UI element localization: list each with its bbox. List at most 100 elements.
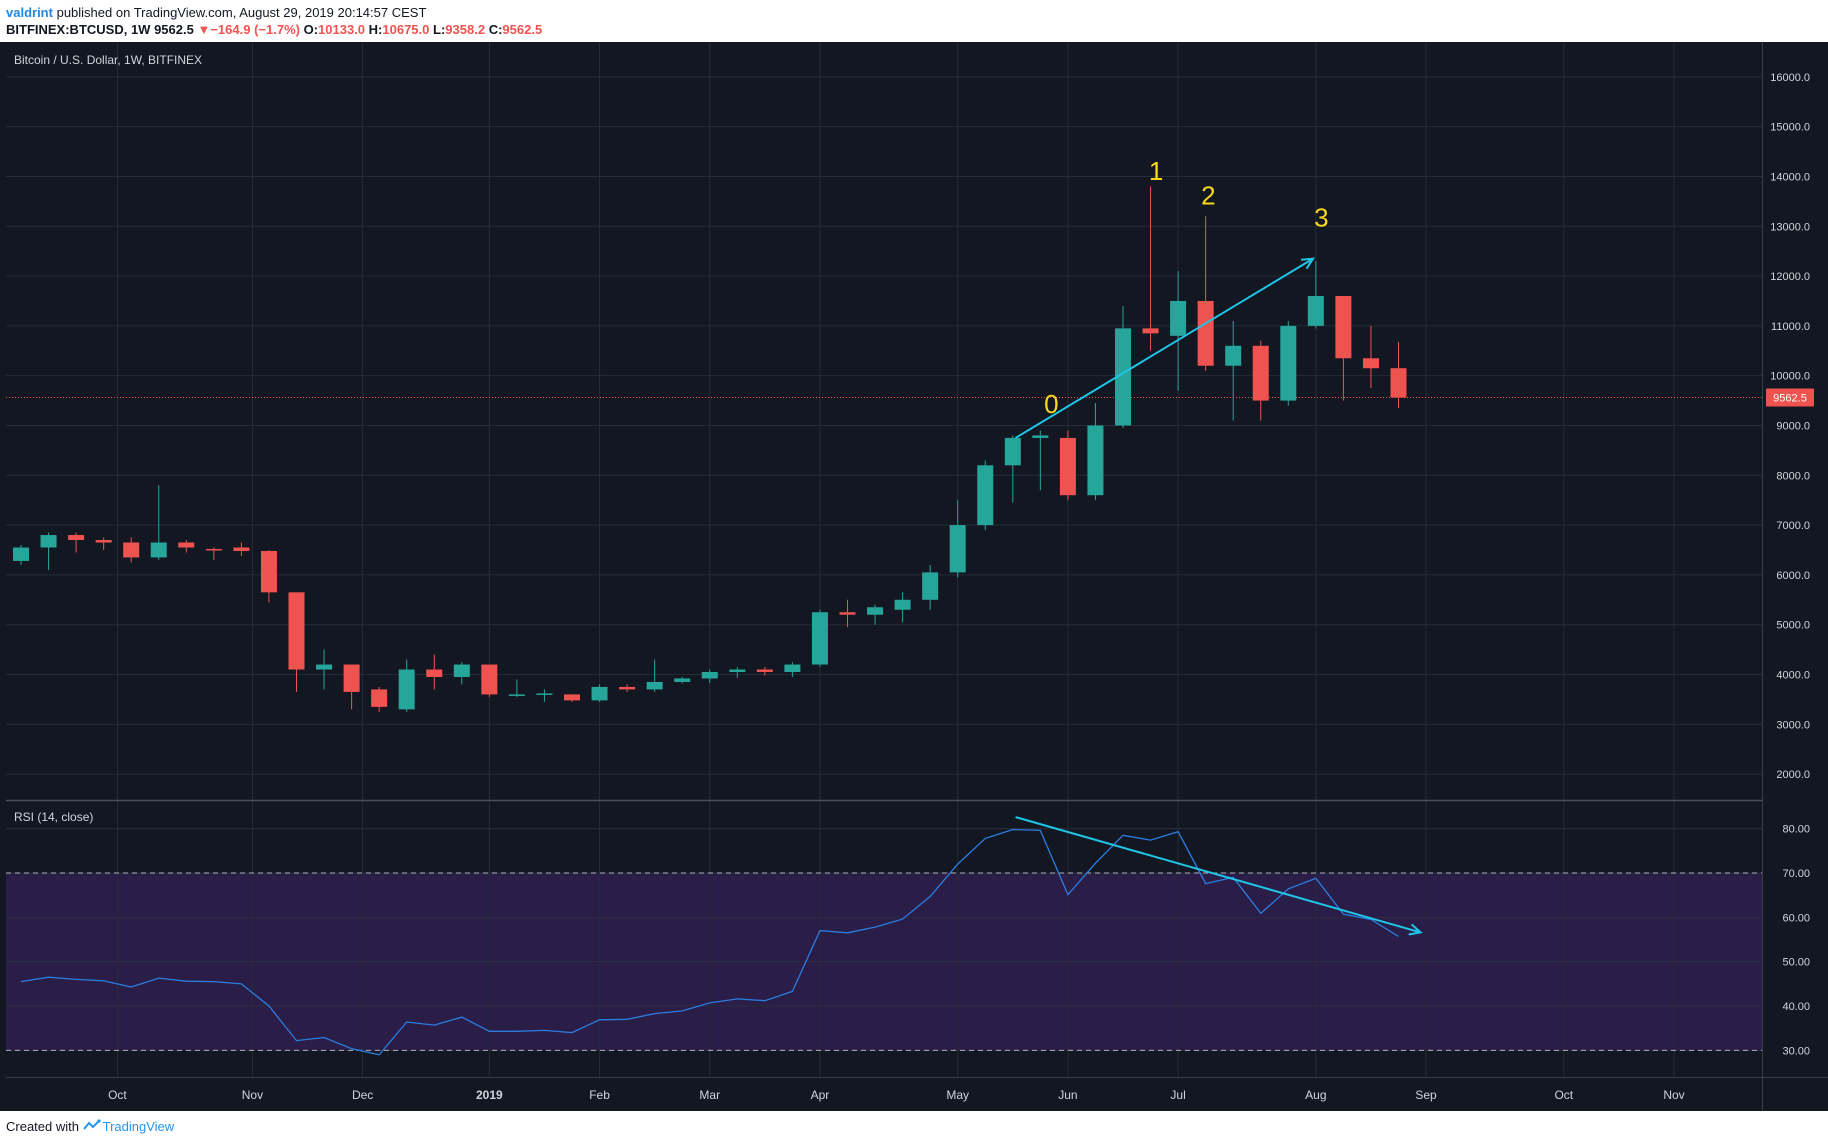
candle-body (839, 612, 856, 615)
price-tick-label: 3000.0 (1776, 719, 1810, 731)
price-tick-label: 11000.0 (1771, 321, 1810, 333)
candle-body (481, 664, 498, 695)
tradingview-logo-icon (82, 1119, 103, 1134)
candle-body (1087, 425, 1104, 496)
candle (1115, 305, 1131, 428)
rsi-tick-label: 50.00 (1782, 957, 1810, 969)
candle-body (922, 572, 939, 600)
rsi-band-lines (6, 872, 1828, 1078)
last-price-badge-text: 9562.5 (1773, 392, 1807, 404)
candle (1280, 320, 1297, 406)
low-value: 9358.2 (445, 22, 486, 37)
candle-body (371, 689, 388, 707)
time-tick-label: Aug (1305, 1088, 1326, 1102)
rsi-tick-label: 40.00 (1782, 1001, 1810, 1013)
candle-body (701, 672, 718, 679)
candle-body (453, 664, 470, 677)
candle (1059, 430, 1076, 501)
price-tick-label: 6000.0 (1776, 570, 1810, 582)
candle (591, 684, 608, 702)
rsi-tick-label: 70.00 (1782, 868, 1810, 880)
candle (371, 686, 388, 712)
candle-body (1004, 437, 1021, 466)
candle (260, 549, 277, 603)
candle (481, 664, 498, 697)
candle (426, 654, 443, 690)
rsi-axis[interactable]: 30.00 40.00 50.00 60.00 70.00 80.00 (1782, 824, 1810, 1058)
wave-label: 2 (1201, 180, 1215, 210)
candle-body (674, 678, 691, 682)
candle-body (288, 592, 305, 670)
rsi-pane-title: RSI (14, close) (14, 810, 93, 824)
time-tick-label: Apr (811, 1088, 830, 1102)
time-tick-label: 2019 (476, 1088, 503, 1102)
candle (1307, 261, 1324, 329)
candle (233, 542, 250, 556)
candle (674, 676, 691, 684)
candle (13, 545, 29, 565)
candle-body (894, 599, 911, 610)
annotations[interactable]: 1 2 3 0 (1015, 156, 1423, 936)
candle-body (1280, 325, 1297, 401)
rsi-tick-label: 30.00 (1782, 1045, 1810, 1057)
candle-body (508, 694, 525, 696)
candle-body (150, 542, 167, 558)
price-tick-label: 14000.0 (1770, 171, 1810, 183)
candle (977, 460, 994, 531)
rsi-divergence-arrow-head-icon (1408, 923, 1423, 936)
candle-body (1170, 300, 1187, 336)
candle (1032, 430, 1049, 491)
candle-body (1142, 328, 1159, 334)
candle-body (205, 548, 222, 551)
candle-body (867, 607, 884, 615)
rsi-line (20, 828, 1399, 1056)
price-tick-label: 12000.0 (1770, 271, 1810, 283)
time-tick-label: Nov (242, 1088, 263, 1102)
candle (1004, 435, 1021, 503)
candle-body (536, 693, 553, 695)
price-tick-label: 10000.0 (1770, 371, 1810, 383)
candle-body (398, 669, 415, 710)
candle (701, 669, 718, 683)
candle-body (233, 547, 250, 551)
high-value: 10675.0 (382, 22, 430, 37)
chart-canvas[interactable]: 1 2 3 0 2000.0 3000.0 4000.0 5000.0 6000.0 7000.… (0, 42, 1828, 1111)
candle-body (426, 669, 443, 677)
candle-body (784, 664, 801, 673)
candle (316, 649, 333, 690)
low-label: L: (433, 22, 446, 37)
candles (13, 186, 1407, 712)
close-label: C: (488, 22, 503, 37)
rsi-divergence-arrow[interactable] (1015, 816, 1423, 936)
author-name[interactable]: valdrint (6, 5, 53, 20)
last-price: 9562.5 (154, 22, 194, 37)
candle (288, 592, 305, 692)
price-axis[interactable]: 2000.0 3000.0 4000.0 5000.0 6000.0 7000.0 8000… (1770, 72, 1810, 781)
price-trend-arrow[interactable] (1015, 257, 1316, 439)
time-tick-label: Mar (699, 1088, 720, 1102)
candle (1225, 320, 1242, 421)
price-tick-label: 5000.0 (1776, 620, 1810, 632)
candle (564, 694, 580, 702)
time-axis[interactable]: Oct Nov Dec 2019 Feb Mar Apr May Jun Jul Aug Sep Oct… (108, 1088, 1685, 1102)
candle-body (123, 542, 140, 558)
main-pane-title: Bitcoin / U.S. Dollar, 1W, BITFINEX (14, 53, 202, 67)
price-tick-label: 8000.0 (1776, 470, 1810, 482)
price-tick-label: 7000.0 (1776, 520, 1810, 532)
candle-body (1362, 358, 1379, 369)
open-label: O: (303, 22, 319, 37)
high-label: H: (368, 22, 383, 37)
wave-label: 0 (1044, 389, 1058, 419)
candle (536, 689, 553, 702)
price-tick-label: 9000.0 (1776, 420, 1810, 432)
chart-footer: Created with TradingView (0, 1111, 1828, 1141)
candle-body (316, 664, 333, 670)
tradingview-link[interactable]: TradingView (102, 1119, 175, 1134)
time-tick-label: Feb (589, 1088, 610, 1102)
candle (205, 547, 222, 560)
candle-body (949, 525, 966, 573)
created-with-label: Created with (6, 1119, 79, 1134)
candle (646, 659, 663, 692)
candle (1170, 271, 1187, 391)
last-price-badge: 9562.5 (1766, 388, 1814, 407)
